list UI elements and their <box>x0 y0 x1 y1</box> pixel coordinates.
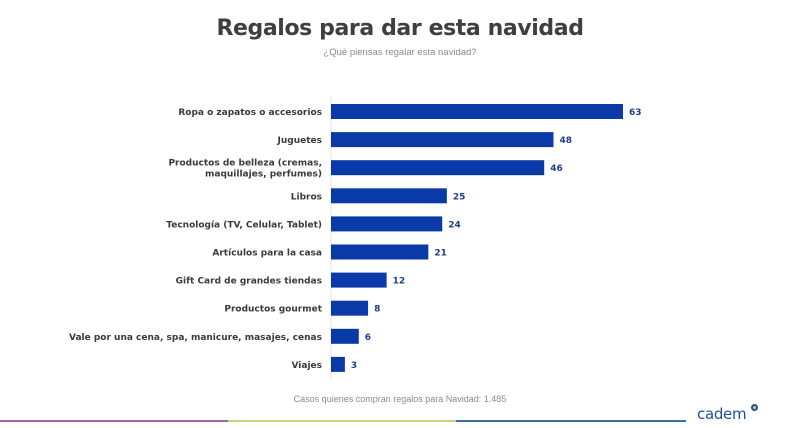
bar <box>331 188 447 204</box>
value-label: 6 <box>365 333 371 343</box>
value-label: 8 <box>374 305 380 315</box>
bar <box>331 356 345 372</box>
chart-title: Regalos para dar esta navidad <box>216 16 584 41</box>
value-label: 63 <box>629 108 642 118</box>
value-label: 21 <box>434 249 447 259</box>
value-label: 48 <box>559 136 572 146</box>
footer-line-purple <box>0 420 228 422</box>
category-label: Vale por una cena, spa, manicure, masaje… <box>69 333 322 343</box>
category-label: Ropa o zapatos o accesorios <box>178 108 322 118</box>
bar <box>331 160 545 176</box>
bar <box>331 244 429 260</box>
bar <box>331 328 359 344</box>
bar <box>331 216 443 232</box>
category-label: Productos de belleza (cremas, maquillajes… <box>168 159 322 180</box>
value-label: 25 <box>453 192 466 202</box>
category-label: Viajes <box>291 361 322 371</box>
footnote: Casos quienes compran regalos para Navid… <box>293 394 507 404</box>
chart-subtitle: ¿Qué piensas regalar esta navidad? <box>323 47 477 58</box>
bar <box>331 272 387 288</box>
category-label: Artículos para la casa <box>212 249 322 259</box>
category-label: Juguetes <box>277 136 322 146</box>
category-label: Tecnología (TV, Celular, Tablet) <box>166 220 322 230</box>
category-label: Libros <box>291 192 322 202</box>
value-label: 12 <box>393 277 406 287</box>
value-label: 3 <box>351 361 357 371</box>
value-label: 46 <box>550 164 563 174</box>
footer-line-blue <box>456 420 686 422</box>
bar <box>331 300 369 316</box>
bar <box>331 132 554 148</box>
category-label: Gift Card de grandes tiendas <box>176 277 322 287</box>
bar <box>331 104 623 119</box>
cadem-logo: cadem <box>697 405 747 423</box>
category-label: Productos gourmet <box>224 305 322 315</box>
footer-line-green <box>228 420 456 422</box>
value-label: 24 <box>448 220 461 230</box>
logo-dot-icon <box>751 404 758 411</box>
